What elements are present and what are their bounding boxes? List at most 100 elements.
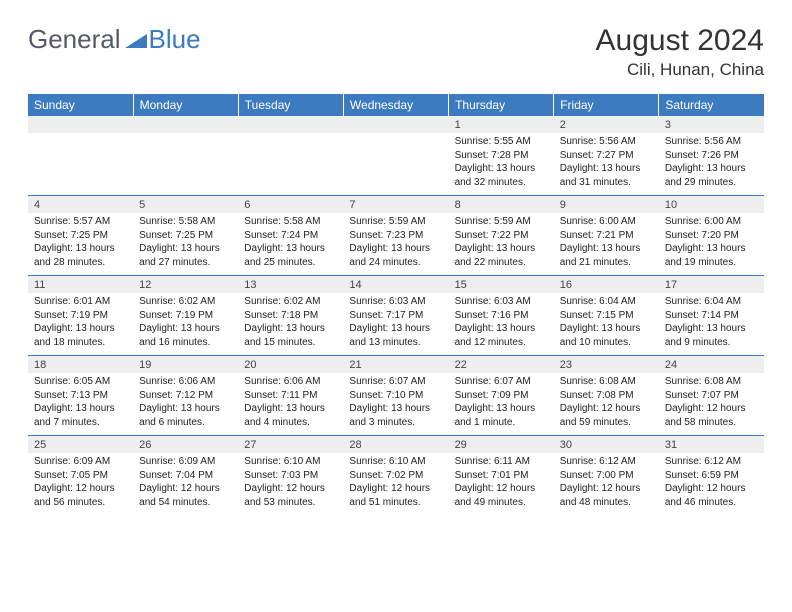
day-line: Daylight: 13 hours xyxy=(139,402,232,416)
day-line: Sunset: 7:04 PM xyxy=(139,469,232,483)
day-line: Sunrise: 6:02 AM xyxy=(139,295,232,309)
day-line: Sunset: 7:20 PM xyxy=(665,229,758,243)
day-line: Daylight: 12 hours xyxy=(244,482,337,496)
day-line: Sunset: 7:07 PM xyxy=(665,389,758,403)
day-cell: Sunrise: 6:02 AMSunset: 7:19 PMDaylight:… xyxy=(133,293,238,356)
day-cell: Sunrise: 6:07 AMSunset: 7:10 PMDaylight:… xyxy=(343,373,448,436)
day-cell: Sunrise: 5:59 AMSunset: 7:22 PMDaylight:… xyxy=(449,213,554,276)
day-cell xyxy=(238,133,343,196)
day-number: 9 xyxy=(554,196,659,214)
day-line: Sunset: 7:03 PM xyxy=(244,469,337,483)
day-line: and 31 minutes. xyxy=(560,176,653,190)
day-line: Sunrise: 6:05 AM xyxy=(34,375,127,389)
weekday-header: Friday xyxy=(554,94,659,116)
day-line: Sunset: 7:24 PM xyxy=(244,229,337,243)
day-line: and 59 minutes. xyxy=(560,416,653,430)
day-line: Sunrise: 6:09 AM xyxy=(139,455,232,469)
day-line: Sunset: 6:59 PM xyxy=(665,469,758,483)
day-cell: Sunrise: 6:09 AMSunset: 7:04 PMDaylight:… xyxy=(133,453,238,515)
day-line: Sunrise: 6:00 AM xyxy=(665,215,758,229)
day-cell: Sunrise: 6:11 AMSunset: 7:01 PMDaylight:… xyxy=(449,453,554,515)
day-line: Daylight: 12 hours xyxy=(34,482,127,496)
day-cell: Sunrise: 6:00 AMSunset: 7:21 PMDaylight:… xyxy=(554,213,659,276)
day-line: and 21 minutes. xyxy=(560,256,653,270)
day-number: 18 xyxy=(28,356,133,374)
day-number: 28 xyxy=(343,436,448,454)
day-line: and 32 minutes. xyxy=(455,176,548,190)
day-line: Daylight: 13 hours xyxy=(560,322,653,336)
day-line: Sunset: 7:19 PM xyxy=(139,309,232,323)
location: Cili, Hunan, China xyxy=(596,60,764,80)
daynum-row: 11121314151617 xyxy=(28,276,764,294)
day-line: Sunrise: 6:08 AM xyxy=(665,375,758,389)
day-number: 1 xyxy=(449,116,554,133)
day-number: 10 xyxy=(659,196,764,214)
logo-triangle-icon xyxy=(125,30,147,53)
day-line: Sunrise: 6:03 AM xyxy=(349,295,442,309)
day-number: 7 xyxy=(343,196,448,214)
day-line: and 48 minutes. xyxy=(560,496,653,510)
day-line: Sunrise: 6:09 AM xyxy=(34,455,127,469)
day-line: and 22 minutes. xyxy=(455,256,548,270)
day-line: Sunrise: 5:58 AM xyxy=(139,215,232,229)
day-cell: Sunrise: 5:57 AMSunset: 7:25 PMDaylight:… xyxy=(28,213,133,276)
day-line: Daylight: 13 hours xyxy=(455,242,548,256)
day-line: and 7 minutes. xyxy=(34,416,127,430)
day-number xyxy=(238,116,343,133)
day-cell: Sunrise: 5:56 AMSunset: 7:27 PMDaylight:… xyxy=(554,133,659,196)
day-cell: Sunrise: 6:00 AMSunset: 7:20 PMDaylight:… xyxy=(659,213,764,276)
day-cell: Sunrise: 6:04 AMSunset: 7:14 PMDaylight:… xyxy=(659,293,764,356)
day-line: and 16 minutes. xyxy=(139,336,232,350)
day-line: and 4 minutes. xyxy=(244,416,337,430)
day-data-row: Sunrise: 6:05 AMSunset: 7:13 PMDaylight:… xyxy=(28,373,764,436)
day-cell: Sunrise: 6:12 AMSunset: 7:00 PMDaylight:… xyxy=(554,453,659,515)
day-line: Sunset: 7:11 PM xyxy=(244,389,337,403)
day-cell: Sunrise: 6:06 AMSunset: 7:12 PMDaylight:… xyxy=(133,373,238,436)
day-number: 31 xyxy=(659,436,764,454)
day-line: Sunrise: 6:10 AM xyxy=(244,455,337,469)
day-line: and 54 minutes. xyxy=(139,496,232,510)
day-line: Daylight: 13 hours xyxy=(34,402,127,416)
day-line: Daylight: 13 hours xyxy=(139,242,232,256)
day-line: Daylight: 13 hours xyxy=(34,242,127,256)
day-cell: Sunrise: 6:10 AMSunset: 7:02 PMDaylight:… xyxy=(343,453,448,515)
day-line: and 9 minutes. xyxy=(665,336,758,350)
day-cell: Sunrise: 6:08 AMSunset: 7:08 PMDaylight:… xyxy=(554,373,659,436)
daynum-row: 25262728293031 xyxy=(28,436,764,454)
day-line: Daylight: 13 hours xyxy=(665,322,758,336)
day-line: Sunrise: 5:59 AM xyxy=(455,215,548,229)
day-number xyxy=(133,116,238,133)
day-line: and 24 minutes. xyxy=(349,256,442,270)
day-line: and 51 minutes. xyxy=(349,496,442,510)
day-line: Daylight: 12 hours xyxy=(560,482,653,496)
weekday-header: Tuesday xyxy=(238,94,343,116)
day-line: Daylight: 13 hours xyxy=(455,402,548,416)
day-number: 17 xyxy=(659,276,764,294)
day-number xyxy=(28,116,133,133)
day-line: Sunset: 7:28 PM xyxy=(455,149,548,163)
day-cell: Sunrise: 5:58 AMSunset: 7:25 PMDaylight:… xyxy=(133,213,238,276)
day-line: Daylight: 13 hours xyxy=(665,162,758,176)
day-line: Sunrise: 6:12 AM xyxy=(560,455,653,469)
day-cell xyxy=(343,133,448,196)
day-line: and 15 minutes. xyxy=(244,336,337,350)
day-cell: Sunrise: 6:04 AMSunset: 7:15 PMDaylight:… xyxy=(554,293,659,356)
day-line: Sunrise: 6:12 AM xyxy=(665,455,758,469)
day-number: 16 xyxy=(554,276,659,294)
day-number: 22 xyxy=(449,356,554,374)
day-line: Daylight: 12 hours xyxy=(665,402,758,416)
day-line: Sunrise: 5:57 AM xyxy=(34,215,127,229)
month-title: August 2024 xyxy=(596,24,764,58)
weekday-header: Sunday xyxy=(28,94,133,116)
day-line: Sunrise: 6:01 AM xyxy=(34,295,127,309)
day-cell: Sunrise: 6:02 AMSunset: 7:18 PMDaylight:… xyxy=(238,293,343,356)
day-number: 13 xyxy=(238,276,343,294)
day-number: 27 xyxy=(238,436,343,454)
header: General Blue August 2024 Cili, Hunan, Ch… xyxy=(28,24,764,80)
day-line: Sunset: 7:19 PM xyxy=(34,309,127,323)
day-line: and 46 minutes. xyxy=(665,496,758,510)
day-line: Sunset: 7:09 PM xyxy=(455,389,548,403)
day-number: 24 xyxy=(659,356,764,374)
logo: General Blue xyxy=(28,24,201,55)
day-cell: Sunrise: 5:55 AMSunset: 7:28 PMDaylight:… xyxy=(449,133,554,196)
